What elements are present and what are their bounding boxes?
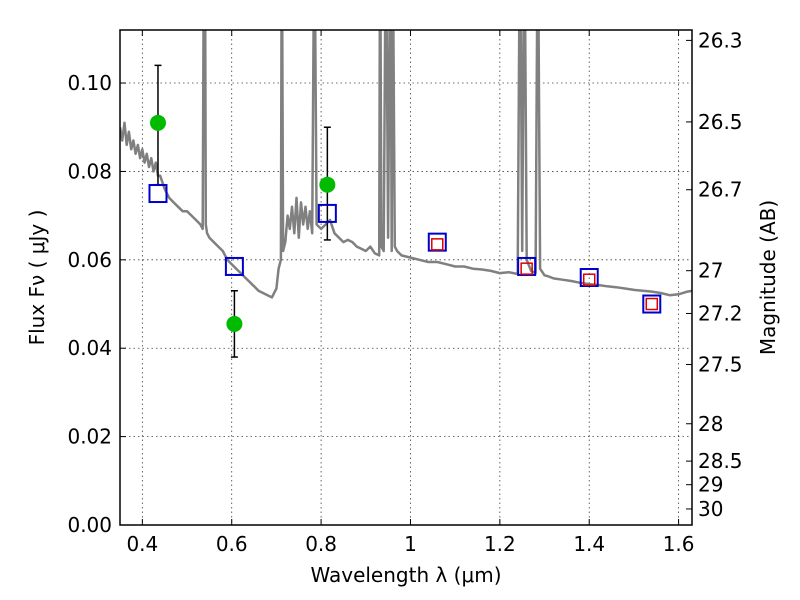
x-tick-label: 0.6 <box>216 532 248 556</box>
data-point-square <box>579 268 599 287</box>
series-square-0000cc <box>148 184 662 314</box>
x-axis-title: Wavelength λ (μm) <box>310 563 501 587</box>
x-tick-label: 1.4 <box>573 532 605 556</box>
series-square-dd0000 <box>431 238 659 311</box>
data-point-square <box>642 294 662 314</box>
data-point-circle <box>319 176 336 193</box>
right-tick-label: 27.2 <box>698 301 743 325</box>
grid <box>120 30 692 526</box>
y-tick-label: 0.00 <box>67 513 112 537</box>
plot-frame <box>119 29 693 526</box>
data-point-square <box>645 297 659 311</box>
data-point-square <box>427 232 447 252</box>
data-point-square <box>520 262 533 275</box>
right-axis-title: Magnitude (AB) <box>756 200 780 355</box>
right-tick-label: 26.7 <box>698 178 743 202</box>
right-tick-label: 26.5 <box>698 110 743 134</box>
y-axis-title: Flux Fν ( μJy ) <box>25 210 49 346</box>
model-spectrum-line <box>120 30 692 299</box>
data-point-square <box>317 203 337 223</box>
y-tick-label: 0.04 <box>67 336 112 360</box>
x-tick-label: 0.8 <box>305 532 337 556</box>
data-point-square <box>431 238 444 251</box>
right-tick-label: 30 <box>698 497 723 521</box>
x-tick-label: 1 <box>404 532 417 556</box>
x-tick-label: 1.6 <box>663 532 695 556</box>
y-tick-label: 0.02 <box>67 425 112 449</box>
data-point-square <box>517 256 537 276</box>
axis-ticks: 0.4 0.6 0.8 1 1.2 1.4 1.6 0.00 0.02 0.04 0.06 0.08 0… <box>67 28 742 556</box>
plot-area <box>120 30 692 358</box>
right-tick-label: 26.3 <box>698 28 743 52</box>
y-tick-label: 0.06 <box>67 248 112 272</box>
data-point-square <box>224 256 244 276</box>
y-tick-label: 0.10 <box>67 71 112 95</box>
x-tick-label: 1.2 <box>484 532 516 556</box>
data-point-circle <box>226 315 243 332</box>
right-tick-label: 27 <box>698 259 723 283</box>
right-tick-label: 29 <box>698 473 723 497</box>
data-layer <box>120 30 692 358</box>
data-point-square <box>148 184 168 204</box>
data-point-circle <box>149 114 166 131</box>
x-tick-label: 0.4 <box>126 532 158 556</box>
right-tick-label: 28.5 <box>698 449 743 473</box>
data-point-square <box>582 273 596 286</box>
right-tick-label: 27.5 <box>698 353 743 377</box>
series-circle-00bb00 <box>149 64 336 358</box>
y-tick-label: 0.08 <box>67 159 112 183</box>
right-tick-label: 28 <box>698 412 723 436</box>
